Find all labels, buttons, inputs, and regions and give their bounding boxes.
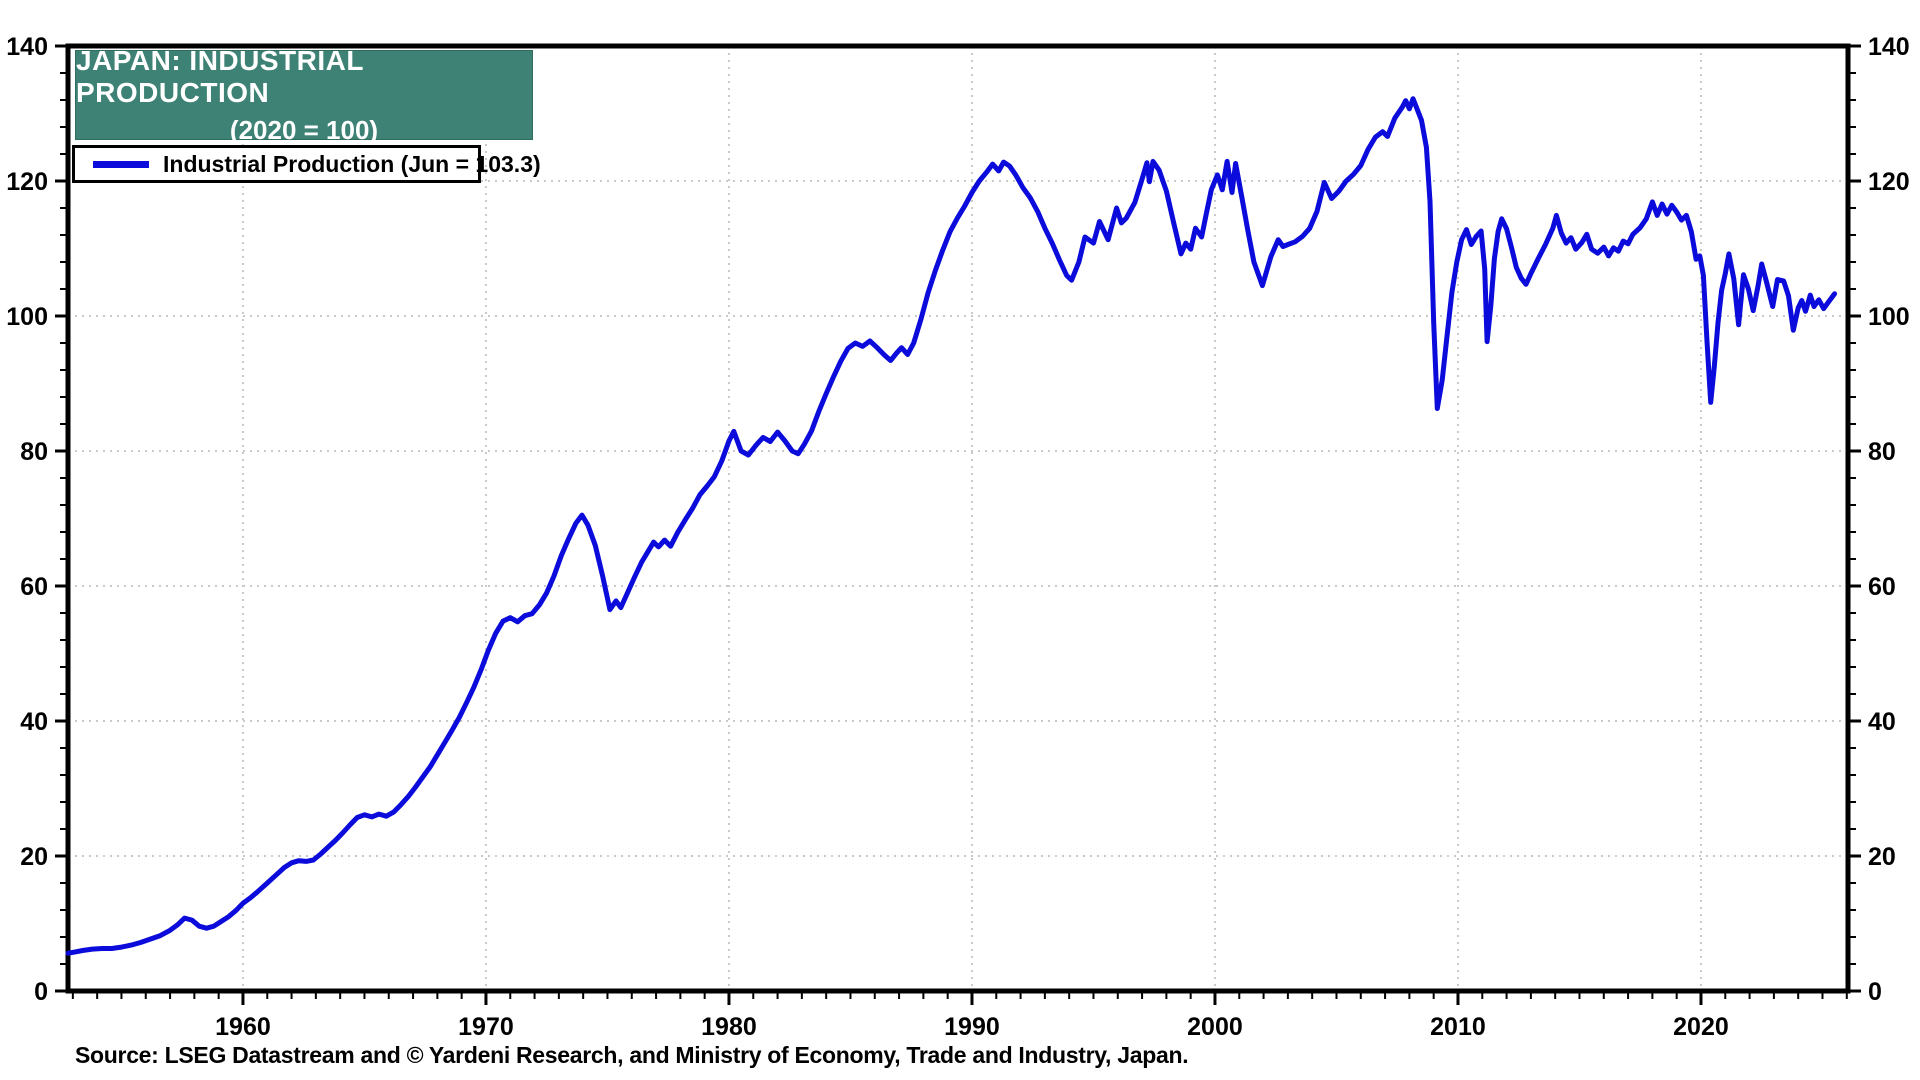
industrial-production-line — [65, 96, 1838, 956]
legend-line-swatch — [93, 160, 149, 168]
x-axis-label: 2020 — [1673, 1013, 1729, 1041]
y-axis-label-right: 120 — [1868, 168, 1910, 196]
y-axis-label-right: 40 — [1868, 708, 1896, 736]
y-axis-label-right: 60 — [1868, 573, 1896, 601]
chart-title: JAPAN: INDUSTRIAL PRODUCTION — [76, 44, 364, 108]
y-axis-label-left: 0 — [34, 978, 48, 1006]
x-axis-label: 1970 — [458, 1013, 514, 1041]
x-axis-label: 1960 — [215, 1013, 271, 1041]
y-axis-label-right: 20 — [1868, 843, 1896, 871]
chart-subtitle: (2020 = 100) — [229, 114, 379, 145]
x-axis-label: 1990 — [944, 1013, 1000, 1041]
x-axis-label: 1980 — [701, 1013, 757, 1041]
y-axis-label-right: 100 — [1868, 303, 1910, 331]
y-axis-label-left: 80 — [20, 438, 48, 466]
legend-label: Industrial Production (Jun = 103.3) — [163, 150, 541, 177]
legend: Industrial Production (Jun = 103.3) — [72, 145, 541, 183]
y-axis-label-left: 120 — [6, 168, 48, 196]
y-axis-label-left: 140 — [6, 33, 48, 61]
y-axis-label-right: 0 — [1868, 978, 1882, 1006]
x-axis-label: 2010 — [1430, 1013, 1486, 1041]
y-axis-label-right: 80 — [1868, 438, 1896, 466]
y-axis-label-left: 60 — [20, 573, 48, 601]
source-attribution: Source: LSEG Datastream and © Yardeni Re… — [75, 1042, 1189, 1068]
y-axis-label-left: 40 — [20, 708, 48, 736]
y-axis-label-left: 20 — [20, 843, 48, 871]
y-axis-label-left: 100 — [6, 303, 48, 331]
y-axis-label-right: 140 — [1868, 33, 1910, 61]
x-axis-label: 2000 — [1187, 1013, 1243, 1041]
chart-title-box: JAPAN: INDUSTRIAL PRODUCTION (2020 = 100… — [75, 45, 533, 145]
plot-border — [65, 43, 1851, 994]
